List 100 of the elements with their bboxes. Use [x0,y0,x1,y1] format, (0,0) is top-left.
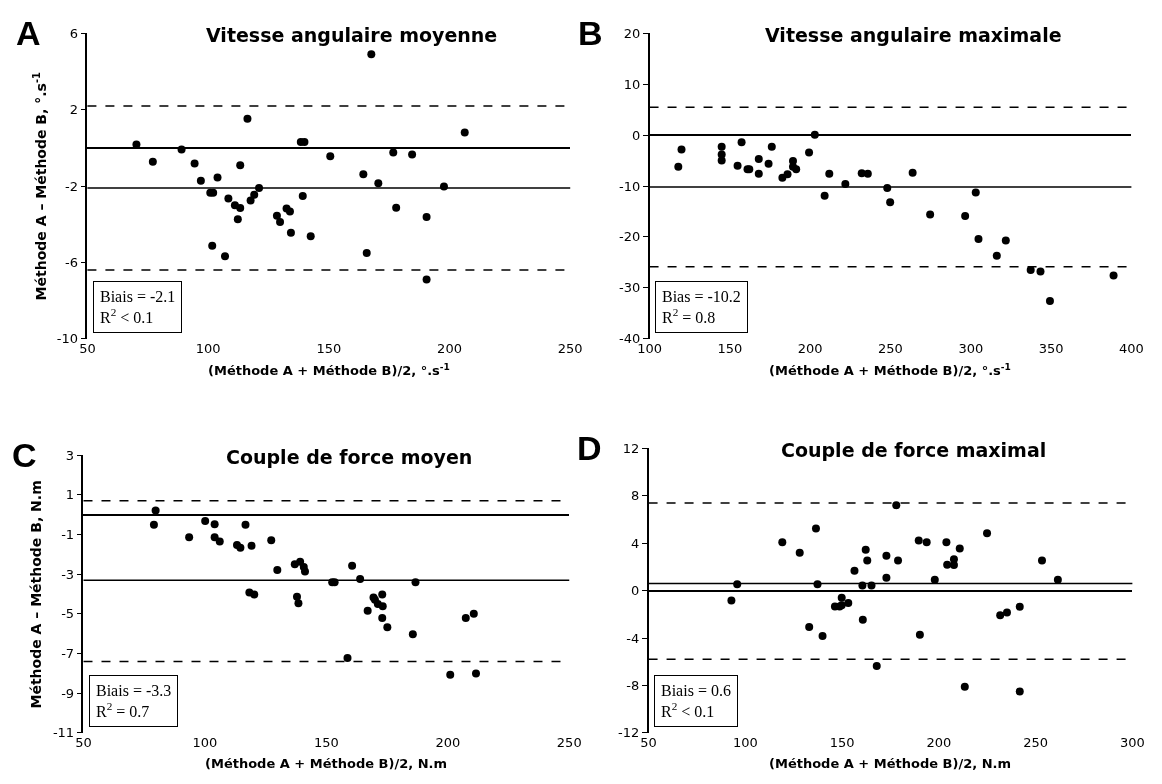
point [825,169,834,178]
x-tick-label: 150 [316,340,342,356]
point [224,194,233,203]
point [1038,556,1046,565]
point [850,566,859,575]
chart-title: Vitesse angulaire maximale [765,24,1062,46]
point [190,159,199,168]
point [210,533,219,542]
point [363,606,372,615]
point [236,543,245,552]
point [805,148,814,157]
point [272,211,281,220]
chart-title: Couple de force moyen [226,446,473,468]
x-tick-label: 200 [437,340,462,356]
point [236,204,245,213]
point [236,161,245,170]
point [362,248,371,257]
point [221,252,230,261]
y-tick-label: 2 [69,102,79,118]
point [727,596,736,605]
chart-title: Vitesse angulaire moyenne [206,24,498,46]
point [717,150,726,159]
point [882,551,891,560]
point [348,561,357,570]
text: B [578,14,603,52]
point [233,215,242,224]
point [764,159,773,168]
x-tick-label: 200 [797,340,823,356]
x-tick-label: 350 [1038,340,1064,356]
point [1053,575,1062,584]
point [717,142,726,151]
point [276,218,285,227]
point [389,148,398,157]
point [737,138,746,147]
x-tick-label: 100 [732,734,758,750]
annotation: Biais = -2.1 R$^{2}$ < 0.1 [100,288,176,326]
point [733,161,742,170]
x-tick-label: 150 [717,340,743,356]
point [792,165,801,174]
point [408,630,417,639]
point [151,506,160,515]
point [196,176,205,185]
point [185,533,194,542]
point [250,190,259,199]
point [148,157,157,166]
point [215,537,224,546]
point [971,188,980,197]
annotation: Biais = 0.6 R$^{2}$ < 0.1 [661,682,731,720]
point [213,173,222,182]
y-axis-title: Méthode A – Méthode B, N.m [28,480,45,709]
point [306,232,315,241]
point [974,234,983,243]
x-tick-label: 200 [926,734,952,750]
point [960,682,969,691]
y-tick-label: 3 [65,447,75,463]
point [717,156,726,165]
point [378,614,387,623]
x-tick-label: 250 [557,340,583,356]
y-tick-label: 6 [69,26,79,42]
point [894,556,903,565]
point [273,566,282,575]
x-tick-label: 50 [640,734,657,750]
point [754,155,763,164]
point [359,170,368,179]
point [296,557,305,566]
point [471,669,480,678]
y-tick-label: -2 [65,178,79,194]
text: D [577,429,602,467]
point [378,602,387,611]
x-tick-label: 250 [878,340,903,356]
y-tick-label: 20 [623,26,641,42]
point [805,623,814,632]
point [820,191,829,200]
point [1036,267,1045,276]
point [811,524,820,533]
point [886,198,895,207]
point [818,631,827,640]
point [201,516,210,525]
point [367,50,376,59]
y-tick-label: -5 [61,606,75,622]
x-axis-title: (Méthode A + Méthode B)/2, °.s$^{-1}$ [208,362,450,379]
x-tick-label: 400 [1118,340,1144,356]
point [422,213,431,222]
point [267,536,276,545]
point [298,191,307,200]
x-tick-label: 200 [435,734,461,750]
point [250,590,259,599]
point [378,590,387,599]
x-tick-label: 300 [1119,734,1145,750]
x-tick-label: 150 [829,734,855,750]
point [408,150,417,159]
point [1002,608,1011,617]
x-tick-label: 100 [195,340,221,356]
point [844,599,853,608]
point [677,145,686,154]
point [992,251,1001,260]
point [177,145,186,154]
x-axis-title: (Méthode A + Méthode B)/2, N.m [205,756,448,771]
point [247,541,256,550]
annotation: Biais = -3.3 R$^{2}$ = 0.7 [96,682,172,720]
